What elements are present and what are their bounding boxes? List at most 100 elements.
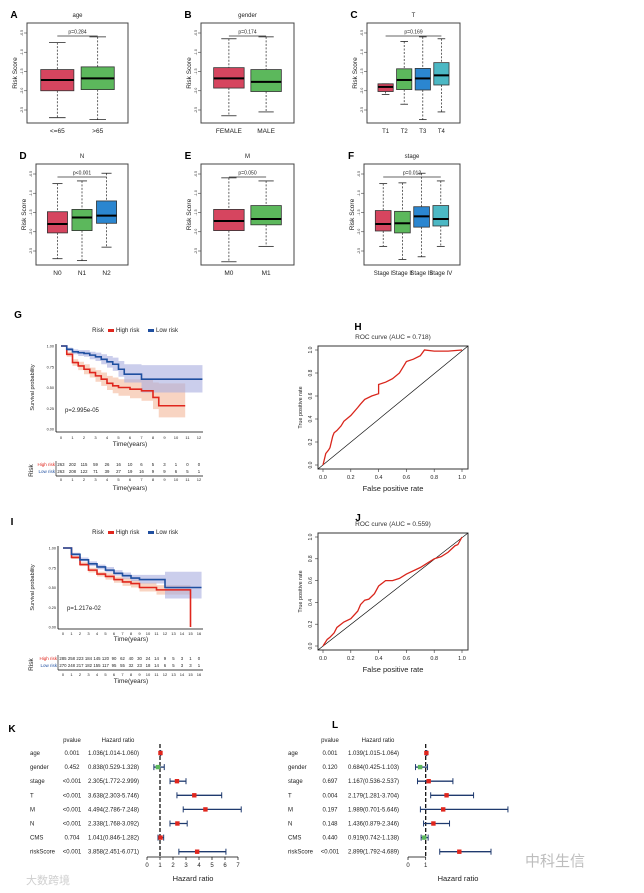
watermark-right: 中科生信 [525,853,585,870]
box-group: T4 [433,38,450,135]
at-risk-count: 117 [102,663,109,668]
panel-title: M [245,154,250,160]
hazard-ratio-text: 0.838(0.529-1.328) [88,765,139,771]
y-tick-label: -1.0 [194,190,198,196]
variable-label: CMS [288,836,301,842]
legend-title: Risk [92,530,105,536]
y-tick-label: -2.0 [20,88,24,94]
x-tick-label: 1 [158,863,162,869]
y-tick-label: -1.0 [357,190,361,196]
x-tick-label: N0 [53,270,62,277]
at-risk-count: 5 [172,656,175,661]
y-tick-label: -2.5 [194,107,198,113]
p-value-label: p=1.217e-02 [67,606,102,612]
at-risk-count: 248 [68,663,76,668]
hazard-ratio-text: 0.919(0.742-1.138) [348,836,399,842]
box-group: N1 [71,180,93,277]
box [47,211,68,234]
x-tick-label: 16 [197,631,202,636]
variable-label: stage [288,779,303,785]
hazard-ratio-marker [155,764,161,770]
forest-row: stage 0.697 1.167(0.536-2.537) [288,778,454,785]
box [250,205,282,226]
x-tick-label: 0.4 [375,475,383,481]
roc-curve [322,536,463,647]
variable-label: T [30,793,34,799]
at-risk-count: 217 [76,663,84,668]
plot-frame [317,532,469,651]
risk-table-tick-label: 4 [96,672,99,677]
y-tick-label: 0.6 [308,392,314,399]
y-tick-label: -1.0 [360,49,364,55]
x-tick-label: T3 [419,129,427,135]
hazard-ratio-marker [422,835,427,840]
x-tick-label: 13 [171,631,176,636]
x-tick-label: 8 [152,435,155,440]
risk-table-tick-label: 5 [117,477,120,482]
y-tick-label: 1.00 [47,345,54,349]
risk-table-tick-label: 13 [171,672,176,677]
x-axis-label: Hazard ratio [438,874,479,883]
y-tick-label: -0.5 [194,30,198,36]
plot-frame [366,22,461,124]
hazard-ratio-marker [158,750,163,756]
y-tick-label: 0.25 [49,606,56,610]
y-tick-label: -2.0 [357,229,361,235]
y-tick-label: -2.0 [194,229,198,235]
box [394,210,411,234]
box-group: <=65 [40,42,75,135]
x-tick-label: 1 [71,435,74,440]
x-tick-label: 0 [406,863,410,869]
at-risk-count: 19 [128,469,133,474]
p-value-label: p=2.995e-05 [65,408,100,414]
x-axis-label: Time(years) [114,636,148,643]
x-tick-label: 9 [138,631,141,636]
at-risk-count: 155 [93,663,101,668]
hazard-ratio-marker [441,807,446,812]
hazard-ratio-text: 1.989(0.701-5.646) [348,807,399,813]
x-tick-label: 2 [171,863,175,869]
y-tick-label: -2.5 [29,248,33,254]
at-risk-count: 23 [137,663,142,668]
legend-label: Low risk [156,328,179,334]
y-tick-label: -1.5 [360,68,364,74]
at-risk-count: 55 [120,663,125,668]
x-tick-label: 0.2 [347,475,355,481]
box [96,200,117,224]
at-risk-count: 263 [57,469,65,474]
variable-label: gender [288,765,307,771]
y-tick-label: 0.8 [308,369,314,376]
risk-table-x-label: Time(years) [113,485,147,492]
roc-title: ROC curve (AUC = 0.559) [355,521,431,528]
x-tick-label: 1 [70,631,73,636]
y-tick-label: 0.8 [308,555,314,562]
column-header-pvalue: pvalue [63,738,81,744]
panel-label: L [332,720,338,731]
x-tick-label: 0 [60,435,63,440]
y-tick-label: 1.00 [49,547,56,551]
box [433,62,450,86]
x-tick-label: N2 [102,270,111,277]
risk-table-tick-label: 9 [138,672,141,677]
box-group: T2 [396,41,413,135]
forest-row: T 0.004 2.179(1.281-3.704) [288,792,475,799]
variable-label: riskScore [288,850,314,856]
roc-title: ROC curve (AUC = 0.718) [355,334,431,341]
at-risk-count: 0 [198,462,201,467]
x-tick-label: 2 [83,435,86,440]
y-tick-label: 0.50 [47,386,54,390]
x-axis-label: Time(years) [113,441,147,448]
x-tick-label: 1.0 [458,656,466,662]
box [71,209,93,231]
variable-label: CMS [30,836,43,842]
hazard-ratio-text: 1.167(0.536-2.537) [348,779,399,785]
p-value-label: p=0.169 [404,30,422,36]
at-risk-count: 40 [129,656,134,661]
panel-label: E [185,151,192,162]
panel-label: K [8,724,16,735]
panel-title: stage [405,154,420,160]
box-group: T1 [377,83,394,135]
legend-swatch [148,329,154,332]
